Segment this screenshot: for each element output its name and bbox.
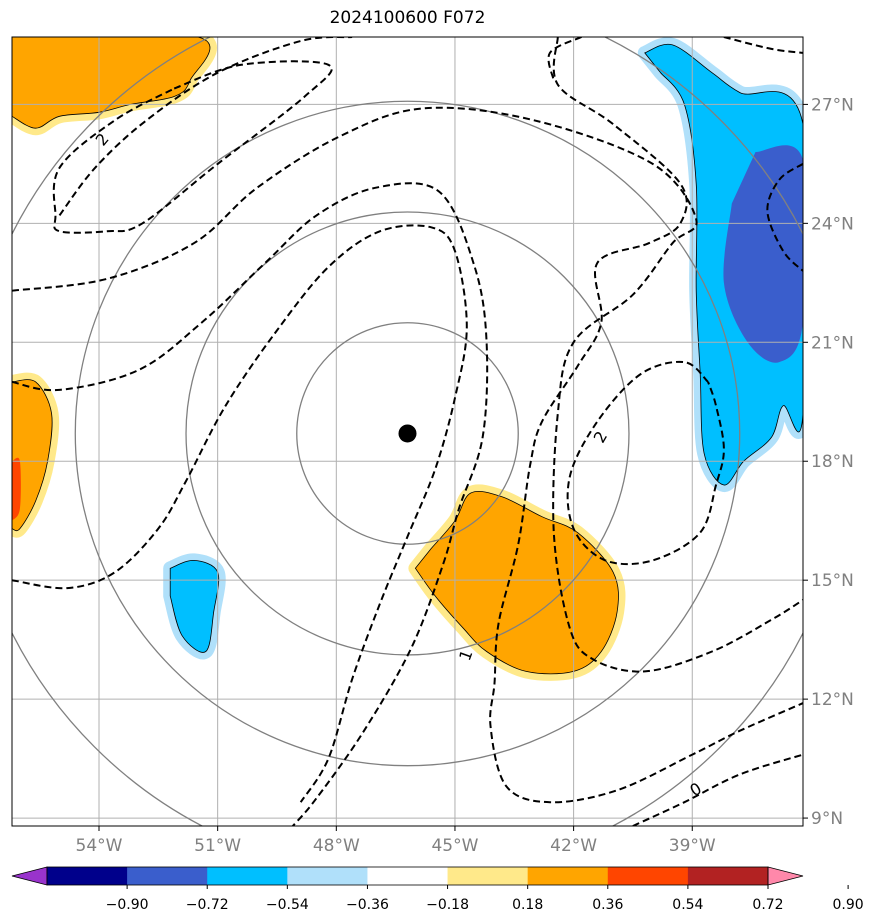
contour-line bbox=[52, 60, 333, 234]
colorbar-swatch bbox=[367, 867, 449, 885]
x-axis-ticks: 54°W 51°W 48°W 45°W 42°W 39°W bbox=[76, 826, 716, 856]
region-orange-south-center bbox=[414, 490, 619, 675]
y-tick-label: 12°N bbox=[811, 690, 854, 710]
contour-line bbox=[12, 182, 489, 826]
x-tick-label: 48°W bbox=[313, 836, 360, 856]
grid-layer bbox=[12, 37, 803, 826]
x-tick-label: 45°W bbox=[431, 836, 478, 856]
colorbar-swatch bbox=[47, 867, 128, 885]
colorbar-tick-label: 0.90 bbox=[833, 897, 864, 913]
region-blue-southwest bbox=[169, 559, 220, 653]
contour-line bbox=[489, 37, 803, 804]
colorbar-swatch bbox=[127, 867, 208, 885]
contour-line bbox=[58, 37, 353, 216]
colorbar-extend-high bbox=[767, 866, 804, 886]
range-ring bbox=[296, 322, 519, 545]
contour-line bbox=[723, 37, 803, 54]
contour-line bbox=[12, 106, 803, 673]
region-red-west-edge bbox=[12, 457, 21, 521]
contour-label: 2 bbox=[590, 428, 612, 446]
y-tick-label: 27°N bbox=[811, 95, 854, 115]
colorbar-tick-label: 0.36 bbox=[592, 897, 623, 913]
contour-label: 0 bbox=[687, 779, 705, 801]
x-tick-label: 54°W bbox=[76, 836, 123, 856]
colorbar-swatch bbox=[527, 867, 609, 885]
filled-anomaly-layer bbox=[12, 37, 803, 681]
colorbar-extend-low bbox=[11, 866, 48, 886]
x-tick-label: 42°W bbox=[550, 836, 597, 856]
colorbar-tick-label: 0.54 bbox=[672, 897, 703, 913]
range-rings-layer bbox=[12, 37, 803, 826]
y-tick-label: 18°N bbox=[811, 452, 854, 472]
colorbar-swatch bbox=[607, 867, 689, 885]
colorbar-tick-label: 0.72 bbox=[752, 897, 783, 913]
contour-line bbox=[766, 163, 803, 272]
colorbar-tick-label: −0.90 bbox=[106, 897, 149, 913]
y-tick-label: 9°N bbox=[811, 809, 843, 829]
x-tick-label: 39°W bbox=[669, 836, 716, 856]
y-tick-label: 15°N bbox=[811, 571, 854, 591]
colorbar-swatch bbox=[287, 867, 368, 885]
colorbar: −0.90 −0.72 −0.54 −0.36 −0.18 0.18 0.36 0.54 0.7… bbox=[11, 866, 864, 913]
y-tick-label: 21°N bbox=[811, 333, 854, 353]
contour-label: 2 bbox=[92, 129, 113, 149]
colorbar-tick-label: −0.36 bbox=[346, 897, 389, 913]
colorbar-frame bbox=[46, 866, 769, 886]
region-orange-top-left bbox=[12, 37, 211, 129]
colorbar-tick-label: −0.72 bbox=[186, 897, 229, 913]
range-ring bbox=[74, 100, 741, 767]
x-tick-label: 51°W bbox=[194, 836, 241, 856]
contour-line bbox=[547, 37, 582, 81]
contour-line bbox=[566, 360, 725, 566]
contour-line bbox=[12, 224, 468, 803]
colorbar-swatch bbox=[687, 867, 769, 885]
colorbar-tick-label: −0.18 bbox=[426, 897, 469, 913]
colorbar-tick-label: −0.54 bbox=[266, 897, 309, 913]
y-axis-ticks: 9°N 12°N 15°N 18°N 21°N 24°N 27°N bbox=[803, 95, 854, 829]
colorbar-swatch bbox=[447, 867, 529, 885]
storm-center-marker bbox=[398, 424, 417, 443]
colorbar-tick-label: 0.18 bbox=[512, 897, 543, 913]
dashed-contours-layer bbox=[12, 37, 803, 826]
plot-frame bbox=[11, 36, 804, 827]
chart-title: 2024100600 F072 bbox=[329, 8, 486, 28]
colorbar-swatch bbox=[207, 867, 288, 885]
contour-line bbox=[632, 753, 803, 826]
y-tick-label: 24°N bbox=[811, 214, 854, 234]
